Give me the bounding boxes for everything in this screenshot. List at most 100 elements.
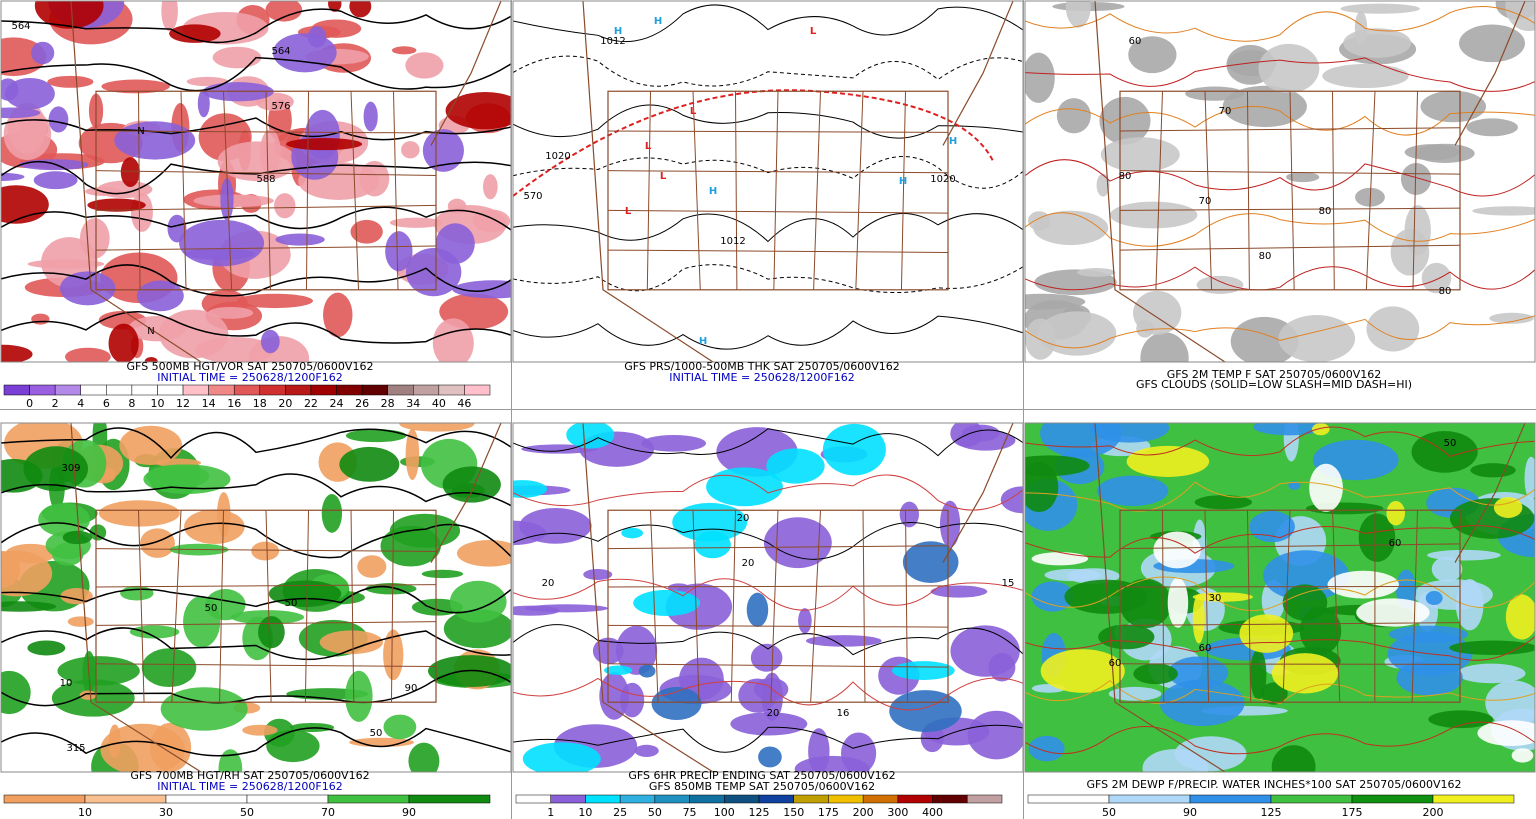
field-blob bbox=[101, 79, 170, 94]
contour-line bbox=[1025, 266, 1535, 291]
state-border bbox=[1289, 91, 1295, 290]
field-blob bbox=[1449, 640, 1535, 656]
colorbar-swatch bbox=[932, 794, 968, 804]
colorbar-label: 200 bbox=[853, 806, 874, 819]
state-border bbox=[692, 91, 701, 290]
state-border bbox=[607, 585, 949, 588]
contour-line bbox=[1025, 57, 1535, 92]
colorbar-swatch bbox=[285, 384, 312, 396]
colorbar-label: 16 bbox=[227, 397, 241, 410]
coast bbox=[582, 423, 1014, 772]
colorbar-swatch bbox=[654, 794, 690, 804]
colorbar-label: 300 bbox=[887, 806, 908, 819]
field-blob bbox=[345, 429, 407, 443]
field-blob bbox=[319, 630, 383, 655]
field-blob bbox=[1031, 581, 1074, 612]
colorbar-swatch bbox=[862, 794, 899, 804]
contour-line bbox=[1, 669, 511, 707]
field-blob bbox=[130, 192, 153, 232]
colorbar-label: 25 bbox=[613, 806, 627, 819]
field-blob bbox=[31, 313, 50, 325]
map-label: 1012 bbox=[720, 236, 745, 247]
contour-line bbox=[1, 56, 511, 92]
field-blob bbox=[408, 742, 440, 772]
field-blob bbox=[1366, 306, 1420, 352]
map-label: 50 bbox=[1444, 438, 1457, 449]
colorbar-swatch bbox=[1351, 794, 1434, 804]
contour-line bbox=[1025, 426, 1535, 457]
colorbar-swatch bbox=[157, 384, 184, 396]
contour-line bbox=[513, 104, 1023, 139]
map: 564 564 576 588 N N bbox=[1, 1, 511, 362]
contour-line bbox=[513, 156, 1023, 189]
map-label: 70 bbox=[1199, 196, 1212, 207]
colorbar-label: 50 bbox=[240, 806, 254, 819]
colorbar-swatch bbox=[828, 794, 864, 804]
field-blob bbox=[205, 589, 246, 621]
caption: GFS 850MB TEMP SAT 250705/0600V162 bbox=[649, 780, 875, 793]
colorbar-swatch bbox=[259, 384, 286, 396]
state-border bbox=[770, 510, 779, 703]
field-blob bbox=[750, 643, 783, 672]
map-label: 60 bbox=[1389, 538, 1402, 549]
caption: GFS 700MB HGT/RH SAT 250705/0600V162 bbox=[130, 769, 369, 782]
state-border bbox=[1204, 510, 1210, 703]
colorbar-label: 10 bbox=[78, 806, 92, 819]
colorbar-label: 20 bbox=[278, 397, 292, 410]
colorbar-swatch bbox=[464, 384, 491, 396]
field-blob bbox=[1288, 481, 1301, 490]
field-blob bbox=[321, 494, 343, 533]
map-label: 60 bbox=[1129, 36, 1142, 47]
field-blob bbox=[1327, 570, 1399, 599]
field-blob bbox=[1258, 43, 1320, 94]
field-blob bbox=[266, 729, 320, 763]
field-blob bbox=[435, 223, 475, 264]
colorbar-swatch bbox=[515, 794, 551, 804]
field-blob bbox=[1477, 720, 1535, 746]
state-border bbox=[265, 91, 271, 290]
field-blob bbox=[1286, 172, 1320, 183]
field-blob bbox=[766, 448, 825, 484]
field-blob bbox=[603, 665, 633, 676]
colorbar-swatch bbox=[182, 384, 209, 396]
coast bbox=[582, 1, 1014, 362]
field-blob bbox=[899, 501, 919, 528]
state-border bbox=[223, 91, 233, 290]
map-panel: 564 564 576 588 N N GFS 500MB HGT/VOR SAT 2507… bbox=[0, 0, 512, 410]
field-blob bbox=[1428, 710, 1494, 729]
field-blob bbox=[391, 46, 417, 55]
state-border bbox=[1155, 91, 1163, 290]
colorbar-label: 175 bbox=[1342, 806, 1363, 819]
contour-line bbox=[513, 264, 1023, 294]
map-label: H bbox=[899, 176, 907, 187]
map-label: 10 bbox=[60, 678, 73, 689]
state-border bbox=[735, 91, 738, 290]
colorbar-swatch bbox=[310, 384, 337, 396]
field-blob bbox=[268, 580, 342, 607]
map-label: 60 bbox=[1109, 658, 1122, 669]
field-blob bbox=[513, 480, 548, 498]
field-blob bbox=[31, 41, 55, 65]
map: 309 50 50 90 10 315 50 bbox=[1, 423, 511, 772]
state-border bbox=[1204, 91, 1213, 290]
field-blob bbox=[432, 318, 474, 362]
state-border bbox=[862, 510, 866, 703]
field-blob bbox=[363, 101, 378, 132]
field-blob bbox=[445, 91, 511, 130]
field-blob bbox=[1096, 475, 1169, 507]
state-border bbox=[350, 91, 359, 290]
field-blob bbox=[638, 664, 656, 678]
state-border bbox=[393, 91, 399, 290]
field-blob bbox=[1, 344, 33, 362]
map-label: 80 bbox=[1439, 286, 1452, 297]
map-panel: 60 70 80 80 70 80 80 GFS 2M TEMP F SAT 250705/0… bbox=[1024, 0, 1536, 391]
state-border bbox=[646, 91, 651, 290]
map-panel: 20 20 20 16 15 20 GFS 6HR PRECIP ENDING SAT 25… bbox=[512, 422, 1024, 819]
field-blob bbox=[988, 652, 1016, 682]
colorbar-swatch bbox=[758, 794, 794, 804]
colorbar-swatch bbox=[29, 384, 56, 396]
colorbar-label: 75 bbox=[683, 806, 697, 819]
field-blob bbox=[1031, 552, 1089, 566]
field-blob bbox=[1174, 736, 1247, 772]
